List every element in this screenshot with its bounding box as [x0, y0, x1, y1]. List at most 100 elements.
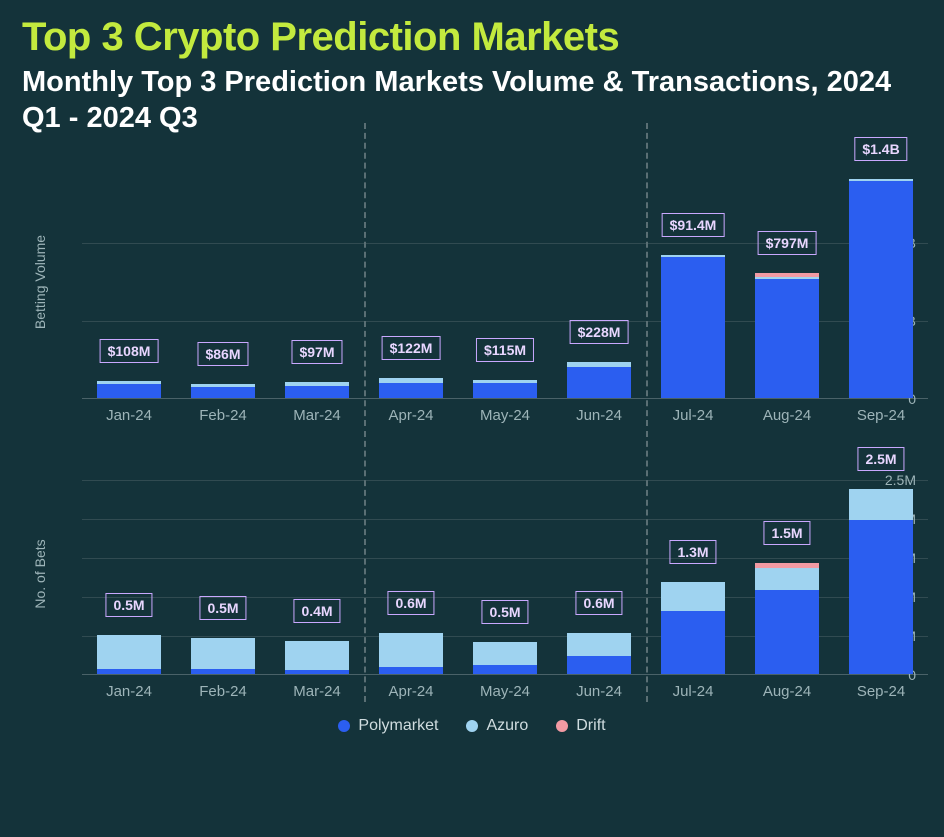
value-badge: 1.5M — [763, 521, 810, 545]
x-tick-label: Jun-24 — [576, 683, 622, 700]
x-tick-label: Apr-24 — [388, 407, 433, 424]
value-badge: $108M — [100, 339, 159, 363]
quarter-separator — [646, 431, 648, 702]
value-badge: 0.5M — [199, 596, 246, 620]
x-tick-label: Sep-24 — [857, 407, 905, 424]
bar-group: 0.6M — [567, 633, 631, 673]
legend-label-polymarket: Polymarket — [358, 717, 438, 735]
x-tick-label: Apr-24 — [388, 683, 433, 700]
bar-segment-polymarket — [755, 590, 819, 674]
value-badge: 0.6M — [387, 591, 434, 615]
value-badge: $797M — [758, 231, 817, 255]
bar-segment-polymarket — [849, 181, 913, 398]
bar-segment-azuro — [285, 641, 349, 670]
x-tick-label: Feb-24 — [199, 683, 247, 700]
legend-label-azuro: Azuro — [486, 717, 528, 735]
bar-segment-polymarket — [755, 279, 819, 398]
x-tick-label: Jun-24 — [576, 407, 622, 424]
value-badge: $115M — [476, 338, 534, 362]
legend-swatch-polymarket — [338, 720, 350, 732]
bar-segment-polymarket — [285, 386, 349, 398]
value-badge: $1.4B — [854, 137, 907, 161]
bar-group: 0.6M — [379, 633, 443, 673]
bar-group: $122M — [379, 378, 443, 397]
value-badge: 2.5M — [857, 447, 904, 471]
value-badge: 0.6M — [575, 591, 622, 615]
bar-group: $108M — [97, 381, 161, 398]
x-tick-label: Mar-24 — [293, 683, 341, 700]
bar-segment-polymarket — [661, 611, 725, 673]
bar-group: $91.4M — [661, 255, 725, 398]
x-tick-label: Aug-24 — [763, 683, 811, 700]
chart-no-of-bets: No. of Bets 00.5M1M1.5M2M2.5M0.5M0.5M0.4… — [22, 473, 922, 703]
value-badge: $91.4M — [662, 213, 725, 237]
bar-segment-polymarket — [379, 667, 443, 673]
quarter-separator — [364, 123, 366, 426]
bar-group: 1.5M — [755, 563, 819, 673]
value-badge: 1.3M — [669, 540, 716, 564]
bar-segment-azuro — [191, 638, 255, 669]
y-axis-label-bets: No. of Bets — [32, 539, 48, 608]
bar-segment-polymarket — [191, 669, 255, 673]
page-subtitle: Monthly Top 3 Prediction Markets Volume … — [22, 64, 922, 137]
x-tick-label: Mar-24 — [293, 407, 341, 424]
x-tick-label: Jul-24 — [673, 683, 714, 700]
legend-swatch-azuro — [466, 720, 478, 732]
value-badge: 0.4M — [293, 599, 340, 623]
legend: Polymarket Azuro Drift — [22, 717, 922, 735]
bar-group: $115M — [473, 380, 537, 398]
value-badge: $86M — [197, 342, 248, 366]
x-tick-label: Jan-24 — [106, 407, 152, 424]
bar-segment-azuro — [755, 568, 819, 590]
x-tick-label: Jul-24 — [673, 407, 714, 424]
legend-label-drift: Drift — [576, 717, 605, 735]
x-tick-label: Aug-24 — [763, 407, 811, 424]
bar-group: 0.4M — [285, 641, 349, 674]
bar-segment-polymarket — [661, 257, 725, 397]
bar-group: $1.4B — [849, 179, 913, 397]
bar-group: 2.5M — [849, 489, 913, 674]
x-tick-label: May-24 — [480, 407, 530, 424]
x-tick-label: May-24 — [480, 683, 530, 700]
x-tick-label: Sep-24 — [857, 683, 905, 700]
bar-segment-polymarket — [473, 383, 537, 398]
gridline — [82, 480, 928, 481]
gridline — [82, 558, 928, 559]
legend-item-drift: Drift — [556, 717, 605, 735]
gridline — [82, 519, 928, 520]
x-tick-label: Feb-24 — [199, 407, 247, 424]
bar-group: 0.5M — [473, 642, 537, 674]
bar-group: 1.3M — [661, 582, 725, 674]
bar-segment-polymarket — [285, 670, 349, 674]
bar-segment-azuro — [379, 633, 443, 667]
bar-segment-polymarket — [849, 520, 913, 674]
y-tick-label: 2.5M — [885, 472, 916, 488]
value-badge: 0.5M — [105, 593, 152, 617]
bar-segment-polymarket — [473, 665, 537, 674]
bar-segment-polymarket — [191, 387, 255, 397]
y-axis-label-volume: Betting Volume — [32, 234, 48, 328]
chart-betting-volume: Betting Volume 0$0.5B$1B$108M$86M$97M$12… — [22, 165, 922, 427]
bar-group: 0.5M — [97, 635, 161, 674]
x-tick-label: Jan-24 — [106, 683, 152, 700]
quarter-separator — [364, 431, 366, 702]
bar-group: $228M — [567, 362, 631, 398]
bar-segment-azuro — [849, 489, 913, 520]
page-title: Top 3 Crypto Prediction Markets — [22, 14, 922, 60]
bar-segment-azuro — [567, 633, 631, 656]
bar-segment-azuro — [473, 642, 537, 665]
legend-item-azuro: Azuro — [466, 717, 528, 735]
bar-segment-azuro — [661, 582, 725, 612]
bar-segment-polymarket — [97, 669, 161, 674]
bar-group: $797M — [755, 273, 819, 397]
bar-group: $97M — [285, 382, 349, 397]
legend-item-polymarket: Polymarket — [338, 717, 438, 735]
value-badge: $228M — [570, 320, 629, 344]
bar-group: $86M — [191, 384, 255, 397]
bar-segment-polymarket — [379, 383, 443, 397]
quarter-separator — [646, 123, 648, 426]
value-badge: $97M — [291, 340, 342, 364]
bar-segment-polymarket — [567, 367, 631, 397]
value-badge: 0.5M — [481, 600, 528, 624]
bar-segment-polymarket — [97, 384, 161, 397]
